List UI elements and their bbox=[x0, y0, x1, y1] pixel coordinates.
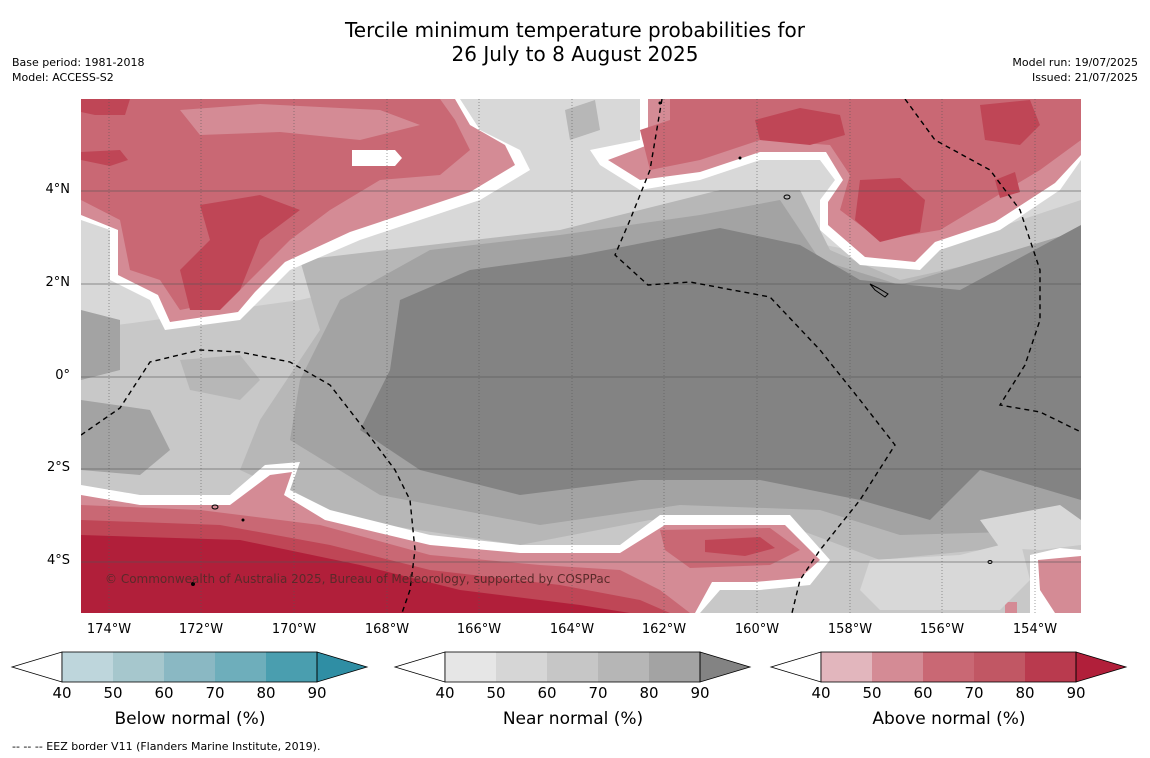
lon-label-166w: 166°W bbox=[456, 622, 502, 637]
above-tick-60: 60 bbox=[913, 684, 933, 702]
white-hole bbox=[352, 150, 402, 166]
near-tick-90: 90 bbox=[690, 684, 710, 702]
colorbar-near-normal bbox=[393, 651, 752, 683]
lon-label-160w: 160°W bbox=[734, 622, 780, 637]
near-tick-40: 40 bbox=[435, 684, 455, 702]
above-tick-40: 40 bbox=[811, 684, 831, 702]
title-line-2: 26 July to 8 August 2025 bbox=[451, 42, 699, 66]
near-normal-50-se bbox=[860, 540, 1030, 610]
eez-footnote: -- -- -- EEZ border V11 (Flanders Marine… bbox=[12, 740, 321, 753]
latitude-gridlines bbox=[81, 190, 1081, 563]
map-title: Tercile minimum temperature probabilitie… bbox=[0, 18, 1150, 66]
lon-label-168w: 168°W bbox=[364, 622, 410, 637]
above-normal-80-northeast-d bbox=[995, 172, 1020, 198]
above-normal-80-blob bbox=[81, 150, 128, 166]
near-tick-80: 80 bbox=[639, 684, 659, 702]
issued-text: Issued: 21/07/2025 bbox=[1031, 71, 1138, 84]
near-normal-50-se-b bbox=[980, 505, 1081, 550]
below-normal-label: Below normal (%) bbox=[114, 709, 266, 729]
near-normal-70-patch bbox=[180, 355, 260, 400]
lon-label-156w: 156°W bbox=[919, 622, 965, 637]
above-normal-60-se bbox=[1038, 556, 1081, 613]
map-fill-layer bbox=[81, 99, 1081, 613]
above-normal-60-band bbox=[180, 104, 420, 140]
above-tick-80: 80 bbox=[1015, 684, 1035, 702]
above-normal-60-se-patch bbox=[1005, 602, 1017, 613]
above-normal-80-corner bbox=[81, 99, 130, 115]
above-normal-80-northeast-c bbox=[855, 178, 925, 242]
lat-label-4s: 4°S bbox=[46, 553, 70, 568]
below-tick-90: 90 bbox=[307, 684, 327, 702]
near-normal-70-top bbox=[565, 100, 600, 140]
colorbar-below-normal bbox=[10, 651, 369, 683]
near-normal-90-region bbox=[360, 225, 1081, 520]
above-normal-80-northwest bbox=[180, 195, 300, 310]
lon-label-154w: 154°W bbox=[1012, 622, 1058, 637]
copyright-notice: © Commonwealth of Australia 2025, Bureau… bbox=[105, 572, 611, 586]
model-run-text: Model run: 19/07/2025 bbox=[1012, 56, 1138, 69]
above-tick-70: 70 bbox=[964, 684, 984, 702]
meta-left: Base period: 1981-2018 Model: ACCESS-S2 bbox=[12, 55, 144, 85]
base-period-text: Base period: 1981-2018 bbox=[12, 56, 145, 69]
near-tick-60: 60 bbox=[537, 684, 557, 702]
lon-label-174w: 174°W bbox=[86, 622, 132, 637]
title-line-1: Tercile minimum temperature probabilitie… bbox=[344, 18, 806, 42]
below-tick-50: 50 bbox=[103, 684, 123, 702]
near-normal-label: Near normal (%) bbox=[502, 709, 644, 729]
eez-borders bbox=[81, 99, 1081, 613]
below-tick-70: 70 bbox=[205, 684, 225, 702]
model-text: Model: ACCESS-S2 bbox=[12, 71, 114, 84]
lon-label-162w: 162°W bbox=[641, 622, 687, 637]
above-normal-80-northeast-b bbox=[980, 100, 1040, 145]
above-normal-70-northeast bbox=[640, 99, 1081, 240]
below-tick-40: 40 bbox=[52, 684, 72, 702]
lon-label-158w: 158°W bbox=[827, 622, 873, 637]
above-normal-80-northeast-a bbox=[755, 108, 845, 145]
near-tick-70: 70 bbox=[588, 684, 608, 702]
lon-label-172w: 172°W bbox=[178, 622, 224, 637]
islands bbox=[191, 101, 993, 586]
lat-label-2n: 2°N bbox=[45, 275, 71, 290]
lon-label-164w: 164°W bbox=[549, 622, 595, 637]
lat-label-4n: 4°N bbox=[45, 182, 71, 197]
above-normal-90-south bbox=[81, 535, 630, 613]
below-tick-60: 60 bbox=[154, 684, 174, 702]
meta-right: Model run: 19/07/2025 Issued: 21/07/2025 bbox=[1012, 55, 1138, 85]
near-normal-80-west bbox=[81, 310, 120, 380]
above-normal-80-south-east bbox=[705, 537, 775, 556]
above-tick-90: 90 bbox=[1066, 684, 1086, 702]
lat-label-2s: 2°S bbox=[46, 460, 70, 475]
above-tick-50: 50 bbox=[862, 684, 882, 702]
colorbar-above-normal bbox=[769, 651, 1128, 683]
near-tick-50: 50 bbox=[486, 684, 506, 702]
lat-label-0: 0° bbox=[55, 368, 70, 383]
lon-label-170w: 170°W bbox=[271, 622, 317, 637]
above-normal-label: Above normal (%) bbox=[872, 709, 1026, 729]
below-tick-80: 80 bbox=[256, 684, 276, 702]
